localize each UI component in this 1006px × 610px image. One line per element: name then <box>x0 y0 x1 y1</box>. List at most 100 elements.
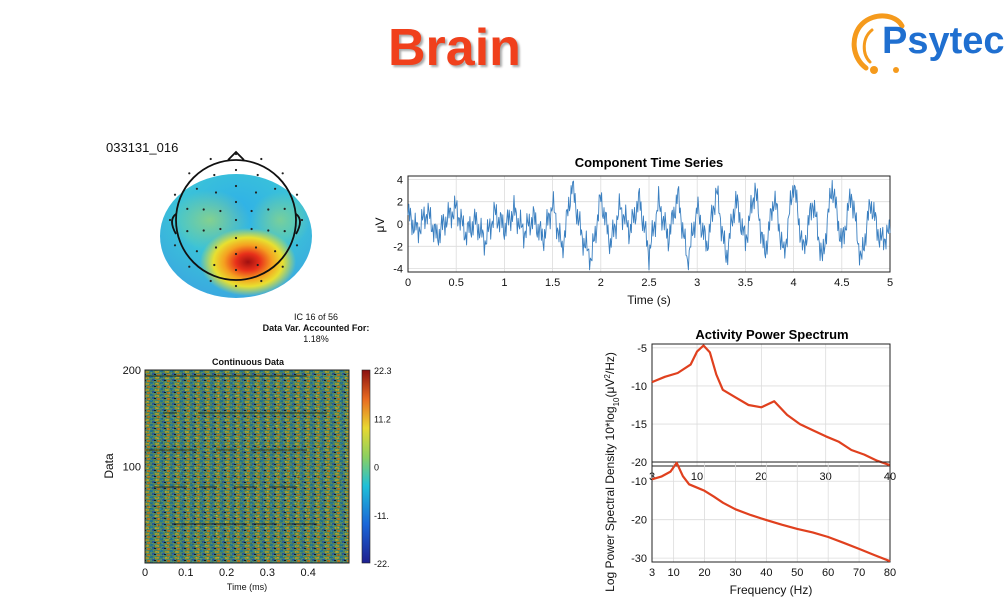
component-info: IC 16 of 56 Data Var. Accounted For: 1.1… <box>256 312 376 345</box>
y-tick-label: -4 <box>393 264 403 276</box>
ic-label: IC 16 of 56 <box>293 312 339 322</box>
electrode-dot <box>234 284 238 288</box>
x-tick-label: 0 <box>405 277 411 289</box>
electrode-dot <box>168 218 172 222</box>
y-tick-label: -5 <box>637 343 647 355</box>
power-spectrum-chart: Activity Power Spectrum 3 10 20 30 40 -5 -10 -… <box>603 327 897 597</box>
electrode-dot <box>213 263 216 267</box>
series-line <box>651 344 891 467</box>
electrode-dot <box>283 207 286 210</box>
y-tick-label: -30 <box>631 553 647 565</box>
x-tick-label: 3.5 <box>738 277 753 289</box>
electrode-dot <box>256 173 259 177</box>
electrode-dot <box>281 265 284 268</box>
colorbar-tick-label: 22.3 <box>374 366 392 376</box>
electrode-dot <box>267 208 270 211</box>
x-tick-label: 3 <box>649 567 655 579</box>
x-tick-label: 30 <box>729 567 741 579</box>
time-series-title: Component Time Series <box>575 155 724 170</box>
y-tick-label: 4 <box>397 174 403 186</box>
x-tick-label: 0.3 <box>260 567 275 579</box>
colorbar-tick-label: -22. <box>374 559 390 569</box>
series-line <box>407 179 891 271</box>
y-tick-label: -15 <box>631 419 647 431</box>
electrode-dot <box>234 168 238 172</box>
electrode-dot <box>256 263 259 267</box>
x-tick-label: 40 <box>760 567 772 579</box>
power-spectrum-xlabel: Frequency (Hz) <box>730 583 813 597</box>
x-tick-label: 0 <box>142 567 148 579</box>
psd-ylabel-sup: 2 <box>603 374 612 379</box>
colorbar <box>361 369 371 564</box>
electrode-dot <box>188 172 191 175</box>
power-spectrum-title: Activity Power Spectrum <box>695 327 848 342</box>
electrode-dot <box>173 244 177 247</box>
electrode-dot <box>267 229 270 232</box>
y-tick-label: -2 <box>393 241 403 253</box>
electrode-dot <box>234 236 238 240</box>
electrode-dot <box>213 173 216 177</box>
electrode-dot <box>209 279 212 283</box>
electrode-dot <box>202 208 205 211</box>
x-tick-label: 50 <box>791 567 803 579</box>
electrode-dot <box>214 191 218 194</box>
y-tick-label: 200 <box>123 365 141 377</box>
x-tick-label: 5 <box>887 277 893 289</box>
x-tick-label: 20 <box>755 471 767 483</box>
electrode-dot <box>195 187 198 190</box>
electrode-dot <box>250 227 253 231</box>
psd-ylabel-sub: 10 <box>612 397 621 406</box>
y-tick-label: 100 <box>123 462 141 474</box>
x-tick-label: 0.2 <box>219 567 234 579</box>
power-spectrum-ylabel: Log Power Spectral Density 10*log10(μV2/… <box>603 352 621 592</box>
y-tick-label: 0 <box>397 219 403 231</box>
x-tick-label: 1 <box>501 277 507 289</box>
x-tick-label: 10 <box>691 471 703 483</box>
time-series-chart: Component Time Series 0 0.5 1 1.5 2 2.5 3 3.5 4 4… <box>373 155 893 307</box>
electrode-dot <box>234 184 238 188</box>
scalp-topomap <box>160 150 312 298</box>
electrode-dot <box>173 193 177 196</box>
electrode-dot <box>250 209 253 213</box>
slide-title: Brain <box>388 19 521 77</box>
electrode-dot <box>254 246 258 249</box>
electrode-dot <box>234 252 238 256</box>
x-tick-label: 0.5 <box>449 277 464 289</box>
electrode-dot <box>234 218 238 222</box>
electrode-dots <box>168 152 304 288</box>
electrode-dot <box>209 157 212 161</box>
electrode-dot <box>214 246 218 249</box>
electrode-dot <box>295 244 299 247</box>
x-tick-label: 60 <box>822 567 834 579</box>
x-tick-label: 70 <box>853 567 865 579</box>
series-line <box>651 461 891 563</box>
continuous-data-title: Continuous Data <box>212 357 285 367</box>
electrode-dot <box>234 152 238 156</box>
y-tick-label: -20 <box>631 515 647 527</box>
electrode-dot <box>274 187 277 190</box>
electrode-dot <box>219 209 222 213</box>
y-tick-label: -20 <box>631 457 647 469</box>
x-tick-label: 30 <box>820 471 832 483</box>
x-tick-label: 80 <box>884 567 896 579</box>
electrode-dot <box>254 191 258 194</box>
x-tick-label: 2 <box>598 277 604 289</box>
electrode-dot <box>260 279 263 283</box>
continuous-data-chart: Continuous Data 0 0.1 0.2 0.3 0.4 200 100 22.… <box>102 357 392 592</box>
colorbar-tick-label: 0 <box>374 463 379 473</box>
company-logo: Psytec <box>851 13 1005 74</box>
continuous-data-ylabel: Data <box>102 453 116 479</box>
x-tick-label: 4.5 <box>834 277 849 289</box>
electrode-dot <box>281 172 284 175</box>
electrode-dot <box>186 230 189 233</box>
component-id: 033131_016 <box>106 140 179 155</box>
electrode-dot <box>186 207 189 210</box>
x-tick-label: 2.5 <box>641 277 656 289</box>
x-tick-label: 0.4 <box>301 567 316 579</box>
electrode-dot <box>283 230 286 233</box>
continuous-data-xlabel: Time (ms) <box>227 582 267 592</box>
electrode-dot <box>300 218 304 222</box>
variance-value: 1.18% <box>303 334 329 344</box>
logo-text: Psytec <box>882 20 1005 62</box>
variance-label: Data Var. Accounted For: <box>262 323 370 333</box>
